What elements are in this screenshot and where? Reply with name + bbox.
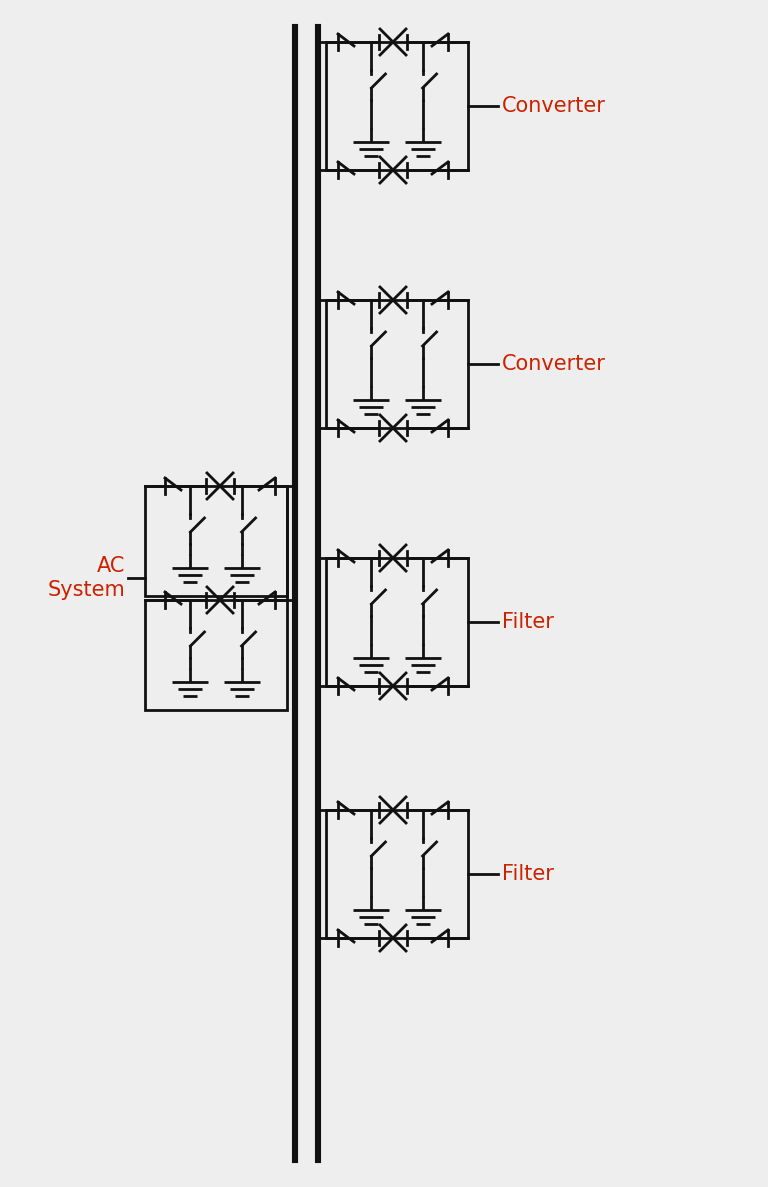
Bar: [145, 485, 287, 596]
Text: Filter: Filter: [502, 612, 554, 631]
Bar: [326, 42, 468, 170]
Bar: [326, 300, 468, 429]
Text: Filter: Filter: [502, 864, 554, 884]
Text: AC
System: AC System: [48, 557, 125, 599]
Bar: [326, 558, 468, 686]
Text: Converter: Converter: [502, 96, 606, 116]
Text: Converter: Converter: [502, 354, 606, 374]
Bar: [145, 599, 287, 710]
Bar: [326, 810, 468, 938]
